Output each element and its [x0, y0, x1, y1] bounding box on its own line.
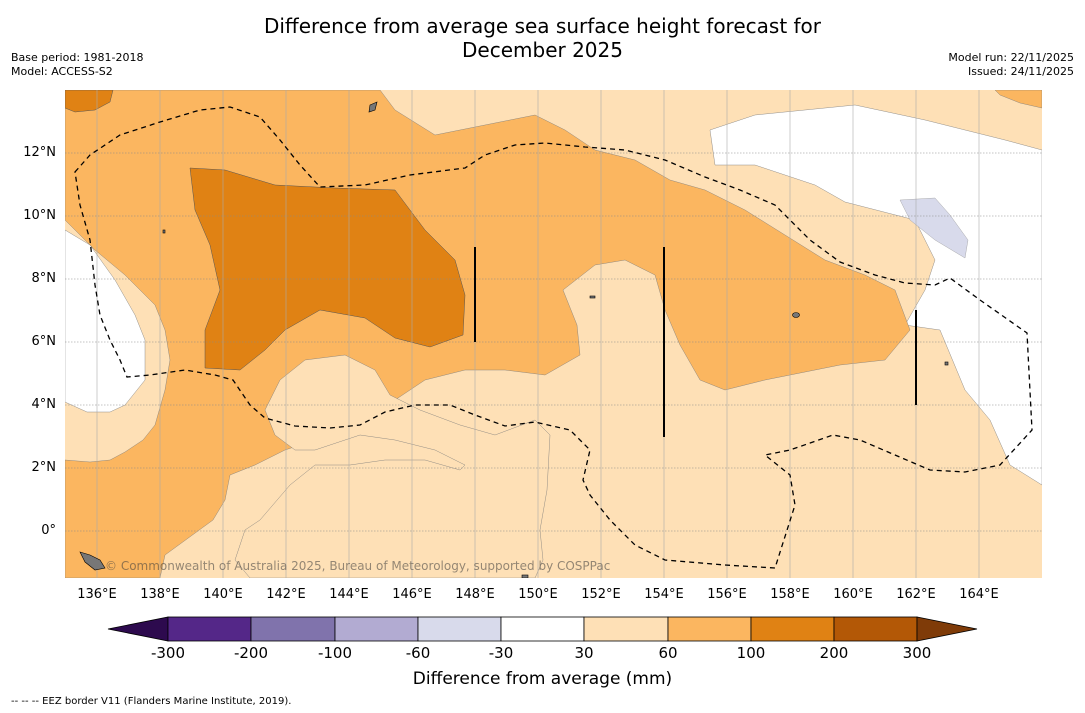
meta-left: Base period: 1981-2018 Model: ACCESS-S2 [11, 51, 143, 79]
colorbar-bin-60-100 [667, 616, 752, 642]
lon-tick-140e: 140°E [203, 587, 243, 602]
lon-tick-146e: 146°E [392, 587, 432, 602]
meta-right: Model run: 22/11/2025 Issued: 24/11/2025 [948, 51, 1074, 79]
map-svg [65, 90, 1042, 578]
band-100-200 [189, 167, 466, 371]
colorbar-label-minus100: -100 [317, 644, 353, 662]
colorbar-label-100: 100 [736, 644, 766, 662]
lat-tick-4n: 4°N [31, 397, 57, 412]
map-area [65, 90, 1042, 578]
lon-tick-138e: 138°E [140, 587, 180, 602]
colorbar-bin-minus60-minus30 [417, 616, 502, 642]
colorbar-bin-minus100-minus60 [334, 616, 419, 642]
lat-tick-2n: 2°N [31, 460, 57, 475]
band-100-200-nw [65, 90, 114, 113]
colorbar-label-minus200: -200 [233, 644, 269, 662]
lon-tick-136e: 136°E [77, 587, 117, 602]
band-minus60-minus30 [899, 197, 969, 259]
colorbar-label-minus60: -60 [405, 644, 431, 662]
band-60-100-ne-corner [994, 90, 1042, 109]
colorbar-label-60: 60 [658, 644, 678, 662]
lon-tick-156e: 156°E [707, 587, 747, 602]
colorbar-label-300: 300 [902, 644, 932, 662]
colorbar-label-minus300: -300 [150, 644, 186, 662]
map-title: Difference from average sea surface heig… [0, 14, 1085, 62]
colorbar-label-minus30: -30 [488, 644, 514, 662]
colorbar-bin-minus300-minus200 [167, 616, 252, 642]
lon-tick-150e: 150°E [518, 587, 558, 602]
band-30-60-inner-lobe [234, 354, 551, 578]
lon-tick-142e: 142°E [266, 587, 306, 602]
colorbar [107, 616, 978, 642]
eez-footnote: -- -- -- EEZ border V11 (Flanders Marine… [11, 696, 292, 707]
lon-tick-160e: 160°E [833, 587, 873, 602]
colorbar-bin-minus30-30 [500, 616, 585, 642]
issued-date: Issued: 24/11/2025 [967, 65, 1074, 78]
meridians [96, 90, 980, 578]
islands [79, 101, 949, 578]
title-line-1: Difference from average sea surface heig… [263, 14, 822, 38]
lon-tick-158e: 158°E [770, 587, 810, 602]
band-neutral-west [65, 229, 146, 413]
colorbar-extend-high [916, 616, 978, 642]
copyright-watermark: © Commonwealth of Australia 2025, Bureau… [105, 559, 611, 573]
gridlines [65, 152, 1042, 532]
colorbar-extend-low [107, 616, 169, 642]
colorbar-title: Difference from average (mm) [412, 669, 673, 689]
title-line-2: December 2025 [462, 38, 623, 62]
colorbar-bin-minus200-minus100 [250, 616, 336, 642]
model-name: Model: ACCESS-S2 [11, 65, 113, 78]
colorbar-bin-200-300 [833, 616, 918, 642]
lon-tick-144e: 144°E [329, 587, 369, 602]
lat-tick-8n: 8°N [31, 271, 57, 286]
lon-tick-164e: 164°E [959, 587, 999, 602]
model-run: Model run: 22/11/2025 [948, 51, 1074, 64]
lon-tick-152e: 152°E [581, 587, 621, 602]
lon-tick-154e: 154°E [644, 587, 684, 602]
colorbar-bin-30-60 [583, 616, 669, 642]
lon-tick-162e: 162°E [896, 587, 936, 602]
vertical-markers [474, 247, 917, 437]
eez-border-palau-fsm [74, 106, 1033, 569]
lat-tick-6n: 6°N [31, 334, 57, 349]
lon-tick-148e: 148°E [455, 587, 495, 602]
base-period: Base period: 1981-2018 [11, 51, 144, 64]
colorbar-label-200: 200 [819, 644, 849, 662]
lat-tick-10n: 10°N [23, 208, 56, 223]
colorbar-bin-100-200 [750, 616, 835, 642]
lat-tick-12n: 12°N [23, 145, 56, 160]
colorbar-label-30: 30 [574, 644, 594, 662]
band-neutral-east [709, 104, 1042, 486]
lat-tick-0: 0° [41, 523, 56, 538]
